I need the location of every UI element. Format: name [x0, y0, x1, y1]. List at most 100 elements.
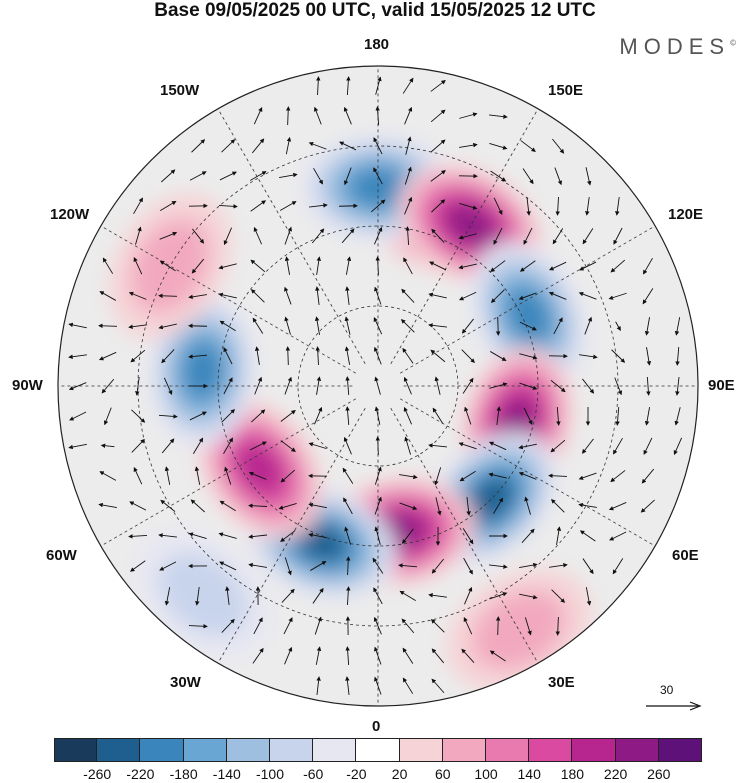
- wind-arrow: [402, 528, 414, 544]
- anomaly-contour: [470, 478, 513, 521]
- wind-arrow: [250, 289, 265, 303]
- wind-arrow: [225, 586, 230, 605]
- wind-arrow: [315, 346, 320, 366]
- wind-arrow: [219, 320, 236, 332]
- wind-arrow: [250, 259, 266, 273]
- wind-arrow: [344, 316, 351, 335]
- lon-label-30e: 30E: [548, 674, 575, 691]
- wind-arrow: [343, 497, 353, 515]
- wind-arrow: [345, 676, 350, 695]
- wind-arrow: [373, 587, 383, 605]
- wind-arrow: [432, 407, 444, 424]
- wind-arrow: [375, 76, 382, 95]
- wind-arrow: [430, 619, 445, 633]
- reference-vector-arrow: [646, 701, 702, 711]
- wind-arrow: [159, 561, 177, 571]
- colorbar-swatch: [658, 738, 702, 762]
- lon-label-120w: 120W: [50, 206, 90, 223]
- wind-arrow: [192, 228, 205, 244]
- wind-arrow: [430, 170, 446, 182]
- wind-arrow: [284, 557, 292, 576]
- wind-arrow: [284, 226, 292, 245]
- wind-arrow: [466, 497, 471, 516]
- wind-arrow: [615, 197, 620, 216]
- wind-arrow: [585, 587, 592, 606]
- wind-arrow: [223, 347, 233, 365]
- wind-arrow: [374, 376, 381, 395]
- wind-arrow: [490, 351, 507, 362]
- wind-arrow: [644, 407, 651, 426]
- wind-arrow: [252, 317, 264, 334]
- wind-arrow: [644, 317, 650, 336]
- wind-arrow: [129, 560, 146, 572]
- wind-arrow: [285, 106, 291, 126]
- wind-arrow: [461, 318, 474, 334]
- wind-arrow: [646, 376, 651, 396]
- wind-arrow: [374, 526, 381, 545]
- colorbar-swatch: [270, 738, 314, 762]
- wind-arrow: [489, 142, 508, 150]
- map-boundary: [57, 65, 699, 707]
- wind-arrow: [521, 528, 535, 544]
- meridian-line: [217, 108, 366, 365]
- wind-arrow: [158, 533, 177, 538]
- wind-arrow: [610, 470, 626, 483]
- anomaly-contour: [508, 289, 550, 342]
- wind-arrow: [405, 226, 410, 246]
- wind-arrow: [250, 200, 267, 212]
- wind-arrow: [493, 197, 503, 215]
- anomaly-contour: [183, 343, 222, 398]
- wind-arrow: [308, 142, 327, 150]
- wind-arrow: [404, 166, 412, 185]
- wind-arrow: [550, 380, 566, 393]
- wind-arrow: [313, 167, 323, 185]
- wind-arrow: [309, 203, 328, 208]
- wind-arrow: [253, 226, 263, 245]
- wind-arrow: [520, 140, 536, 152]
- wind-arrow: [428, 292, 447, 299]
- colorbar-swatch: [226, 738, 270, 762]
- wind-arrow: [489, 114, 508, 119]
- wind-arrow: [346, 76, 351, 96]
- map-title: Base 09/05/2025 00 UTC, valid 15/05/2025…: [154, 0, 596, 21]
- wind-arrow: [221, 139, 236, 153]
- wind-arrow: [129, 501, 147, 511]
- wind-arrow: [131, 409, 146, 423]
- wind-arrow: [308, 532, 327, 539]
- wind-arrow: [614, 377, 623, 396]
- wind-arrow: [312, 587, 324, 604]
- anomaly-contour: [158, 552, 248, 637]
- wind-vectors: [68, 76, 683, 695]
- wind-arrow: [430, 139, 446, 153]
- wind-arrow: [674, 407, 681, 426]
- wind-arrow: [431, 228, 445, 243]
- wind-arrow: [496, 406, 501, 425]
- wind-arrow: [373, 616, 382, 635]
- wind-arrow: [519, 382, 538, 390]
- colorbar-tick-label: -20: [346, 766, 367, 782]
- meridian-line: [217, 407, 366, 664]
- wind-arrow: [219, 171, 237, 181]
- wind-arrow: [310, 560, 327, 571]
- wind-arrow: [463, 557, 473, 575]
- wind-arrow: [375, 256, 380, 276]
- lon-label-60w: 60W: [46, 547, 77, 564]
- wind-arrow: [459, 470, 476, 482]
- wind-arrow: [285, 136, 292, 155]
- wind-arrow: [374, 466, 382, 485]
- wind-arrow: [373, 346, 382, 365]
- modes-logo: MODES©: [619, 34, 736, 60]
- wind-arrow: [223, 377, 233, 395]
- wind-arrow: [311, 228, 325, 244]
- wind-arrow: [161, 349, 175, 364]
- wind-arrow: [68, 354, 87, 359]
- wind-arrow: [553, 317, 563, 335]
- wind-arrow: [279, 172, 298, 178]
- wind-arrow: [551, 589, 566, 603]
- wind-arrow: [431, 558, 445, 574]
- wind-arrow: [405, 136, 412, 155]
- wind-arrow: [522, 168, 534, 185]
- wind-arrow: [613, 437, 623, 455]
- colorbar-tick-label: -220: [126, 766, 155, 782]
- wind-arrow: [130, 349, 146, 363]
